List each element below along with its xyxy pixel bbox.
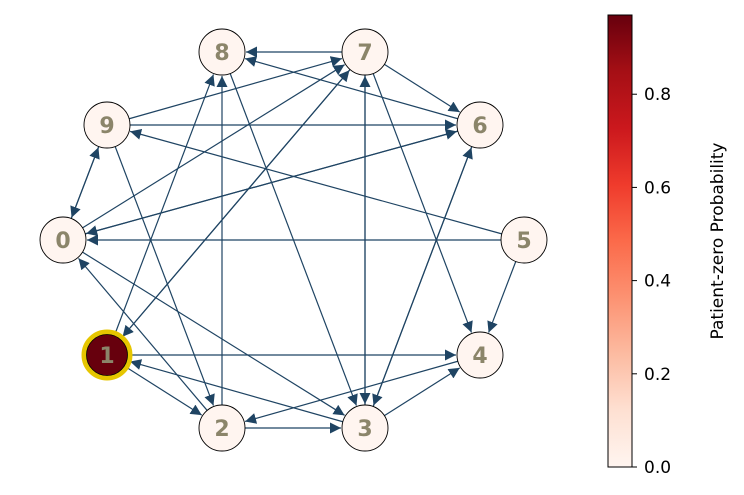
colorbar-tick-label: 0.6 [644,178,671,198]
colorbar-tick-label: 0.2 [644,365,671,385]
node-label: 7 [357,41,372,66]
node-circle [39,216,87,264]
colorbar-tick-label: 0.8 [644,85,671,105]
node-label: 1 [99,344,114,369]
edge-2-to-0 [78,257,208,411]
node-label: 3 [357,417,372,442]
edge-3-to-1 [129,359,344,423]
node-circle [341,404,389,452]
node-2: 2 [198,404,246,452]
node-circle [83,101,131,149]
colorbar-tick-label: 0.0 [644,458,671,478]
node-label: 5 [516,229,531,254]
node-3: 3 [341,404,389,452]
node-circle [456,331,504,379]
edge-9-to-0 [70,146,100,218]
node-circle [86,334,128,376]
colorbar-label: Patient-zero Probability [708,143,728,340]
edge-1-to-8 [114,74,215,334]
edge-3-to-4 [384,367,461,417]
edge-5-to-9 [129,129,502,235]
node-highlight-ring [81,329,133,381]
node-0: 0 [39,216,87,264]
colorbar: 0.0 0.2 0.4 0.6 0.8 Patient-zero Probability [607,14,728,478]
edge-5-to-4 [487,261,517,333]
node-label: 2 [214,417,229,442]
node-4: 4 [456,331,504,379]
edges-layer [70,46,517,434]
node-circle [341,28,389,76]
node-label: 9 [99,114,114,139]
node-label: 0 [55,229,70,254]
node-circle [198,28,246,76]
colorbar-tick-label: 0.4 [644,272,671,292]
edge-9-to-7 [128,56,343,120]
edge-6-to-3 [372,146,473,406]
node-6: 6 [456,101,504,149]
edge-0-to-3 [82,251,345,416]
node-7: 7 [341,28,389,76]
edge-7-to-6 [384,63,461,113]
edge-7-to-1 [122,69,351,338]
edge-8-to-3 [229,73,358,406]
node-1: 1 [81,329,133,381]
nodes-layer: 0 1 2 3 4 5 6 7 8 9 [39,28,548,452]
edge-9-to-2 [114,146,215,406]
colorbar-gradient [607,14,633,468]
node-label: 4 [472,344,487,369]
edge-0-to-7 [82,64,345,229]
node-label: 6 [472,114,487,139]
node-circle [198,404,246,452]
node-circle [500,216,548,264]
edge-6-to-8 [244,56,459,120]
edge-1-to-2 [126,366,203,416]
node-9: 9 [83,101,131,149]
node-label: 8 [214,41,229,66]
edge-7-to-4 [372,73,473,333]
node-5: 5 [500,216,548,264]
node-circle [456,101,504,149]
colorbar-ticks: 0.0 0.2 0.4 0.6 0.8 [632,85,671,478]
node-8: 8 [198,28,246,76]
